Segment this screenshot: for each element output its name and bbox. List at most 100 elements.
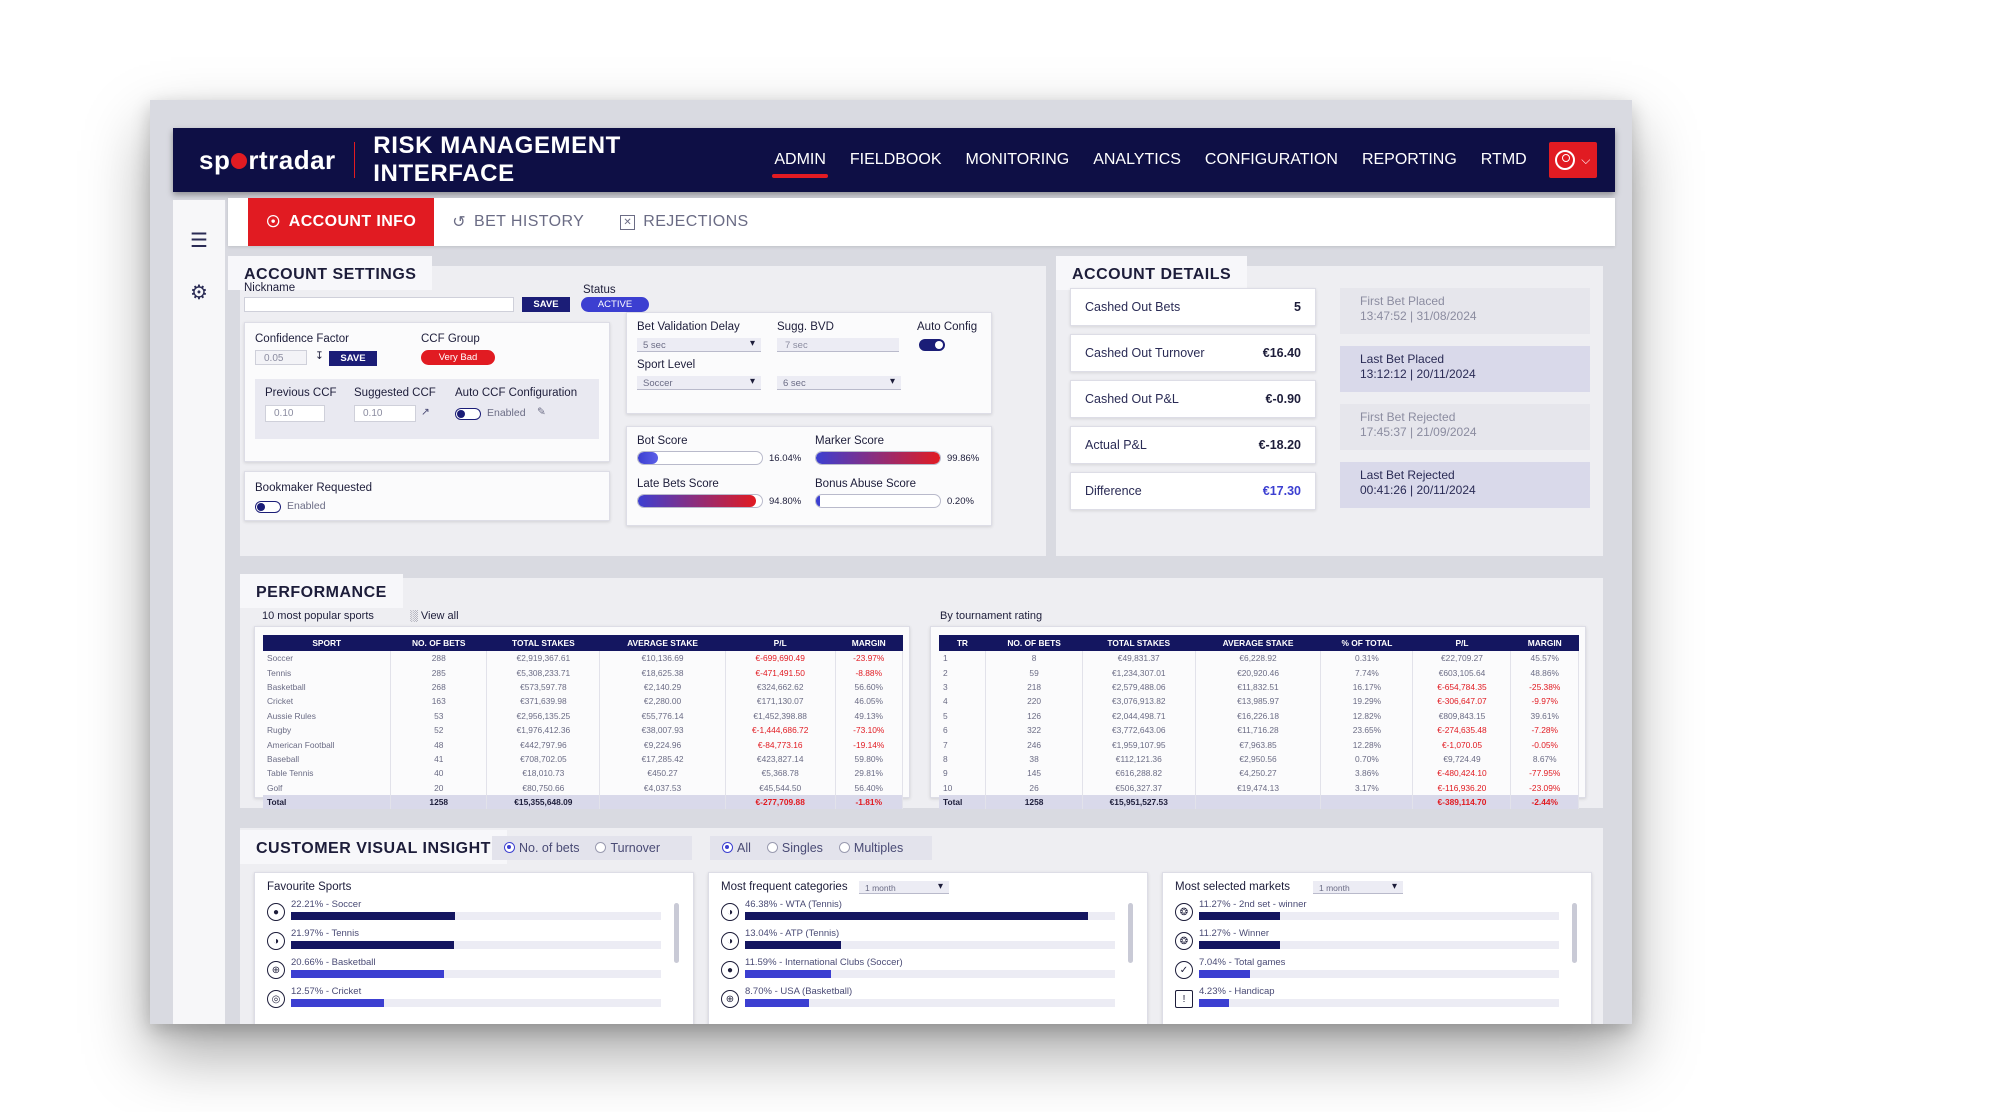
nav-item-configuration[interactable]: CONFIGURATION: [1204, 151, 1338, 168]
sports-column-header[interactable]: NO. OF BETS: [390, 635, 487, 651]
bet-validation-delay-select[interactable]: 5 sec: [637, 338, 761, 352]
chart-icon[interactable]: ↗: [421, 406, 430, 418]
nav-item-reporting[interactable]: REPORTING: [1361, 151, 1457, 168]
insight-row[interactable]: ◑ 13.04% - ATP (Tennis): [721, 928, 1115, 956]
sport-level-delay-select[interactable]: 6 sec: [777, 376, 901, 390]
table-row[interactable]: American Football 48 €442,797.96 €9,224.96 €…: [263, 737, 904, 752]
insight-row[interactable]: ◎ 12.57% - Cricket: [267, 986, 661, 1014]
tournament-column-header[interactable]: MARGIN: [1510, 635, 1579, 651]
metric-option-turnover[interactable]: Turnover: [595, 841, 660, 855]
tab-bet-history[interactable]: ↺ BET HISTORY: [434, 198, 602, 246]
table-row[interactable]: Baseball 41 €708,702.05 €17,285.42 €423,827.…: [263, 751, 904, 767]
tournament-column-header[interactable]: TOTAL STAKES: [1082, 635, 1196, 651]
suggested-ccf-label: Suggested CCF: [354, 387, 436, 399]
nav-item-analytics[interactable]: ANALYTICS: [1093, 151, 1181, 168]
selected-markets-period-select[interactable]: 1 month: [1313, 881, 1403, 894]
table-total-cell: €-277,709.88: [725, 794, 836, 810]
table-row[interactable]: 10 26 €506,327.37 €19,474.13 3.17% €-116,936.…: [939, 780, 1579, 795]
nav-item-admin[interactable]: ADMIN: [762, 128, 838, 192]
table-row[interactable]: 8 38 €112,121.36 €2,950.56 0.70% €9,724.49 8.6…: [939, 751, 1579, 767]
insight-row[interactable]: ● 11.59% - International Clubs (Soccer): [721, 957, 1115, 985]
table-cell: Basketball: [263, 679, 391, 695]
table-row[interactable]: 3 218 €2,579,488.06 €11,832.51 16.17% €-654,7…: [939, 679, 1579, 695]
insight-row[interactable]: ● 22.21% - Soccer: [267, 899, 661, 927]
table-row[interactable]: 7 246 €1,959,107.95 €7,963.85 12.28% €-1,070.…: [939, 737, 1579, 752]
marker-score-bar: [815, 451, 941, 465]
nav-item-fieldbook[interactable]: FIELDBOOK: [849, 151, 942, 168]
table-row[interactable]: 1 8 €49,831.37 €6,228.92 0.31% €22,709.27 45.5…: [939, 651, 1579, 666]
bonus-abuse-score-label: Bonus Abuse Score: [815, 478, 917, 490]
sports-column-header[interactable]: SPORT: [263, 635, 391, 651]
bookmaker-toggle[interactable]: [255, 501, 281, 513]
insight-row[interactable]: ❂ 11.27% - 2nd set - winner: [1175, 899, 1559, 927]
sports-column-header[interactable]: AVERAGE STAKE: [599, 635, 726, 651]
bet-type-option-multiples[interactable]: Multiples: [838, 841, 903, 855]
sports-column-header[interactable]: P/L: [725, 635, 836, 651]
table-row[interactable]: Table Tennis 40 €18,010.73 €450.27 €5,368.78…: [263, 766, 904, 781]
tab-account-info[interactable]: ☉ ACCOUNT INFO: [248, 198, 435, 246]
table-row[interactable]: Basketball 268 €573,597.78 €2,140.29 €324,66…: [263, 679, 904, 695]
nav-item-rtmd[interactable]: RTMD: [1480, 151, 1527, 168]
insight-bar-track: [745, 912, 1115, 920]
confidence-factor-save-button[interactable]: SAVE: [329, 351, 377, 366]
auto-ccf-toggle[interactable]: [455, 408, 481, 420]
insight-row[interactable]: ❂ 11.27% - Winner: [1175, 928, 1559, 956]
status-badge[interactable]: ACTIVE: [581, 297, 649, 312]
scrollbar[interactable]: [674, 903, 679, 963]
detail-row-actual-pl: Actual P&L €-18.20: [1070, 426, 1316, 464]
sports-column-header[interactable]: TOTAL STAKES: [486, 635, 600, 651]
nickname-save-button[interactable]: SAVE: [522, 297, 570, 312]
previous-ccf-input[interactable]: 0.10: [265, 405, 325, 422]
scrollbar[interactable]: [1572, 903, 1577, 963]
list-icon[interactable]: ☰: [190, 229, 208, 252]
nav-item-monitoring[interactable]: MONITORING: [965, 151, 1070, 168]
insight-row[interactable]: ◑ 46.38% - WTA (Tennis): [721, 899, 1115, 927]
table-row[interactable]: 2 59 €1,234,307.01 €20,920.46 7.74% €603,105.…: [939, 665, 1579, 680]
table-row[interactable]: 5 126 €2,044,498.71 €16,226.18 12.82% €809,84…: [939, 708, 1579, 723]
metric-option-bets[interactable]: No. of bets: [504, 841, 579, 855]
tournament-column-header[interactable]: AVERAGE STAKE: [1195, 635, 1321, 651]
table-row[interactable]: Aussie Rules 53 €2,956,135.25 €55,776.14 €1,…: [263, 708, 904, 723]
insight-row[interactable]: ✓ 7.04% - Total games: [1175, 957, 1559, 985]
sportradar-logo[interactable]: sp rtradar: [199, 145, 336, 176]
table-row[interactable]: Rugby 52 €1,976,412.36 €38,007.93 €-1,444,68…: [263, 722, 904, 738]
table-row[interactable]: 9 145 €616,288.82 €4,250.27 3.86% €-480,424.1…: [939, 766, 1579, 781]
insight-row[interactable]: ! 4.23% - Handicap: [1175, 986, 1559, 1014]
scrollbar[interactable]: [1128, 903, 1133, 963]
table-total-cell: €15,951,527.53: [1082, 794, 1196, 810]
bet-type-option-all[interactable]: All: [722, 841, 751, 855]
insight-row[interactable]: ◑ 21.97% - Tennis: [267, 928, 661, 956]
sport-level-select[interactable]: Soccer: [637, 376, 761, 390]
table-row[interactable]: 4 220 €3,076,913.82 €13,985.97 19.29% €-306,6…: [939, 694, 1579, 709]
nickname-input[interactable]: [244, 297, 514, 312]
tournament-column-header[interactable]: P/L: [1412, 635, 1511, 651]
table-row[interactable]: 6 322 €3,772,643.06 €11,716.28 23.65% €-274,6…: [939, 722, 1579, 738]
sports-column-header[interactable]: MARGIN: [835, 635, 903, 651]
download-icon[interactable]: ↧: [315, 350, 324, 362]
tournament-column-header[interactable]: NO. OF BETS: [985, 635, 1083, 651]
table-row[interactable]: Tennis 285 €5,308,233.71 €18,625.38 €-471,49…: [263, 665, 904, 680]
table-row[interactable]: Golf 20 €80,750.66 €4,037.53 €45,544.50 56.40…: [263, 780, 904, 795]
ccf-group-badge[interactable]: Very Bad: [421, 350, 495, 365]
pencil-icon[interactable]: ✎: [537, 406, 546, 418]
frequent-categories-period-select[interactable]: 1 month: [859, 881, 949, 894]
tournament-column-header[interactable]: TR: [939, 635, 986, 651]
table-row[interactable]: Soccer 288 €2,919,367.61 €10,136.69 €-699,69…: [263, 651, 904, 666]
tournament-column-header[interactable]: % OF TOTAL: [1320, 635, 1413, 651]
user-menu-button[interactable]: ⌵: [1548, 142, 1597, 178]
table-cell: 53: [390, 708, 488, 723]
table-cell: €22,709.27: [1412, 651, 1512, 666]
view-all-link[interactable]: ░ View all: [410, 610, 459, 622]
table-cell: €324,662.62: [725, 679, 836, 695]
suggested-ccf-input[interactable]: 0.10: [354, 405, 416, 422]
insight-row[interactable]: ⊕ 8.70% - USA (Basketball): [721, 986, 1115, 1014]
table-cell: 322: [985, 722, 1083, 738]
confidence-factor-input[interactable]: 0.05: [255, 350, 307, 365]
tab-rejections[interactable]: ✕ REJECTIONS: [602, 198, 766, 246]
auto-config-toggle[interactable]: [919, 339, 945, 351]
table-cell: €-471,491.50: [725, 665, 836, 680]
insight-row[interactable]: ⊕ 20.66% - Basketball: [267, 957, 661, 985]
bet-type-option-singles[interactable]: Singles: [766, 841, 823, 855]
gear-icon[interactable]: ⚙: [190, 281, 208, 304]
table-row[interactable]: Cricket 163 €371,639.98 €2,280.00 €171,130.0…: [263, 694, 904, 709]
